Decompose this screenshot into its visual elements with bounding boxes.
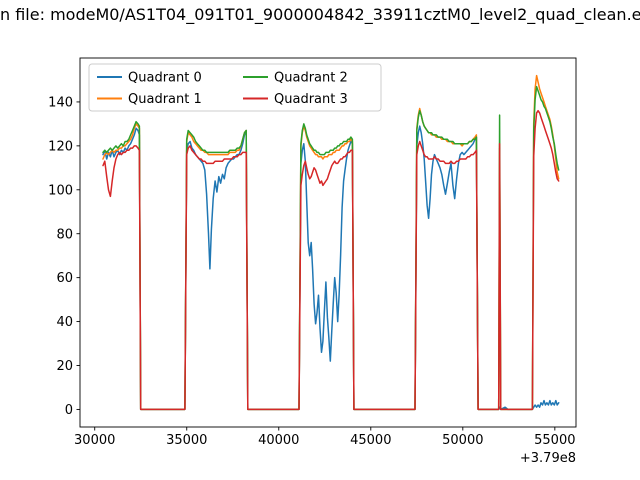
legend: Quadrant 0 Quadrant 1 Quadrant 2 Quadrant 3 xyxy=(88,63,382,112)
legend-frame xyxy=(88,63,382,112)
x-axis-offset-label: +3.79e8 xyxy=(520,451,576,466)
y-tick-label: 120 xyxy=(48,139,73,154)
y-tick-label: 20 xyxy=(56,359,73,374)
y-tick-label: 60 xyxy=(56,271,73,286)
y-tick-label: 100 xyxy=(48,183,73,198)
x-tick-label: 55000 xyxy=(534,433,575,448)
x-tick-label: 40000 xyxy=(258,433,299,448)
series-lines xyxy=(102,74,560,411)
series-line-quadrant-3 xyxy=(102,109,560,411)
legend-label-quadrant-2: Quadrant 2 xyxy=(274,71,348,86)
y-tick-label: 80 xyxy=(56,227,73,242)
legend-label-quadrant-1: Quadrant 1 xyxy=(128,92,202,107)
x-tick-label: 50000 xyxy=(442,433,483,448)
figure-title: n file: modeM0/AS1T04_091T01_9000004842_… xyxy=(0,5,640,24)
legend-label-quadrant-3: Quadrant 3 xyxy=(274,92,348,107)
y-tick-label: 0 xyxy=(65,403,73,418)
legend-label-quadrant-0: Quadrant 0 xyxy=(128,71,202,86)
axes-frame xyxy=(79,57,577,428)
series-line-quadrant-1 xyxy=(102,74,560,411)
y-tick-label: 40 xyxy=(56,315,73,330)
x-axis: 30000 35000 40000 45000 50000 55000 +3.79e8 xyxy=(74,427,576,466)
y-tick-label: 140 xyxy=(48,96,73,111)
x-tick-label: 30000 xyxy=(74,433,115,448)
y-axis: 0 20 40 60 80 100 120 140 xyxy=(48,96,80,418)
x-tick-label: 35000 xyxy=(166,433,207,448)
series-line-quadrant-2 xyxy=(102,85,560,411)
x-tick-label: 45000 xyxy=(350,433,391,448)
